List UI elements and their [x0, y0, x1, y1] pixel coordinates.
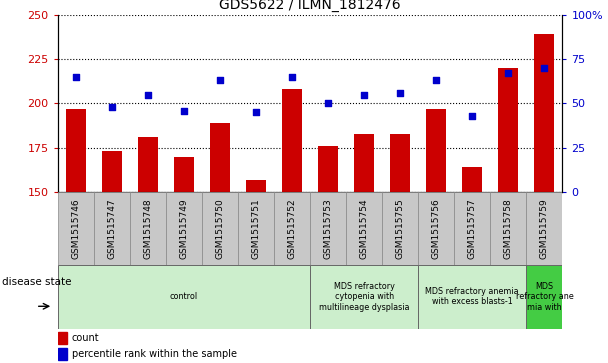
Text: GSM1515750: GSM1515750	[215, 198, 224, 259]
Bar	[382, 192, 418, 265]
Bar	[94, 192, 130, 265]
Bar	[462, 167, 482, 192]
Point	[323, 101, 333, 106]
Bar	[58, 265, 310, 329]
Point	[395, 90, 405, 96]
Bar	[138, 137, 158, 192]
Bar	[58, 348, 67, 360]
Text: GSM1515749: GSM1515749	[179, 198, 188, 259]
Point	[71, 74, 81, 79]
Text: GSM1515758: GSM1515758	[504, 198, 513, 259]
Bar	[490, 192, 527, 265]
Bar	[418, 192, 454, 265]
Bar	[318, 146, 338, 192]
Bar	[274, 192, 310, 265]
Bar	[527, 192, 562, 265]
Point	[143, 92, 153, 98]
Text: GSM1515757: GSM1515757	[468, 198, 477, 259]
Text: MDS refractory anemia
with excess blasts-1: MDS refractory anemia with excess blasts…	[426, 287, 519, 306]
Bar	[202, 192, 238, 265]
Bar	[499, 68, 518, 192]
Point	[179, 108, 188, 114]
Point	[503, 70, 513, 76]
Text: GSM1515753: GSM1515753	[323, 198, 333, 259]
Bar	[58, 192, 94, 265]
Text: count: count	[72, 333, 100, 343]
Bar	[102, 151, 122, 192]
Bar	[390, 134, 410, 192]
Text: GSM1515752: GSM1515752	[288, 198, 297, 259]
Bar	[418, 265, 527, 329]
Point	[359, 92, 369, 98]
Text: GSM1515755: GSM1515755	[396, 198, 405, 259]
Bar	[58, 332, 67, 344]
Bar	[174, 157, 194, 192]
Bar	[130, 192, 166, 265]
Point	[287, 74, 297, 79]
Text: GSM1515759: GSM1515759	[540, 198, 549, 259]
Point	[431, 77, 441, 83]
Bar	[454, 192, 490, 265]
Text: MDS refractory
cytopenia with
multilineage dysplasia: MDS refractory cytopenia with multilinea…	[319, 282, 409, 312]
Bar	[66, 109, 86, 192]
Text: GSM1515747: GSM1515747	[108, 198, 116, 259]
Text: control: control	[170, 292, 198, 301]
Point	[215, 77, 225, 83]
Text: MDS
refractory ane
mia with: MDS refractory ane mia with	[516, 282, 573, 312]
Point	[251, 110, 261, 115]
Title: GDS5622 / ILMN_1812476: GDS5622 / ILMN_1812476	[219, 0, 401, 12]
Text: GSM1515751: GSM1515751	[252, 198, 260, 259]
Bar	[210, 123, 230, 192]
Text: GSM1515754: GSM1515754	[360, 198, 368, 259]
Text: GSM1515748: GSM1515748	[143, 198, 153, 259]
Bar	[310, 265, 418, 329]
Bar	[246, 180, 266, 192]
Text: GSM1515746: GSM1515746	[71, 198, 80, 259]
Point	[468, 113, 477, 119]
Text: disease state: disease state	[2, 277, 71, 287]
Text: GSM1515756: GSM1515756	[432, 198, 441, 259]
Point	[539, 65, 549, 71]
Bar	[426, 109, 446, 192]
Point	[107, 104, 117, 110]
Bar	[238, 192, 274, 265]
Bar	[310, 192, 346, 265]
Bar	[346, 192, 382, 265]
Text: percentile rank within the sample: percentile rank within the sample	[72, 349, 237, 359]
Bar	[354, 134, 374, 192]
Bar	[534, 34, 554, 192]
Bar	[166, 192, 202, 265]
Bar	[527, 265, 562, 329]
Bar	[282, 89, 302, 192]
